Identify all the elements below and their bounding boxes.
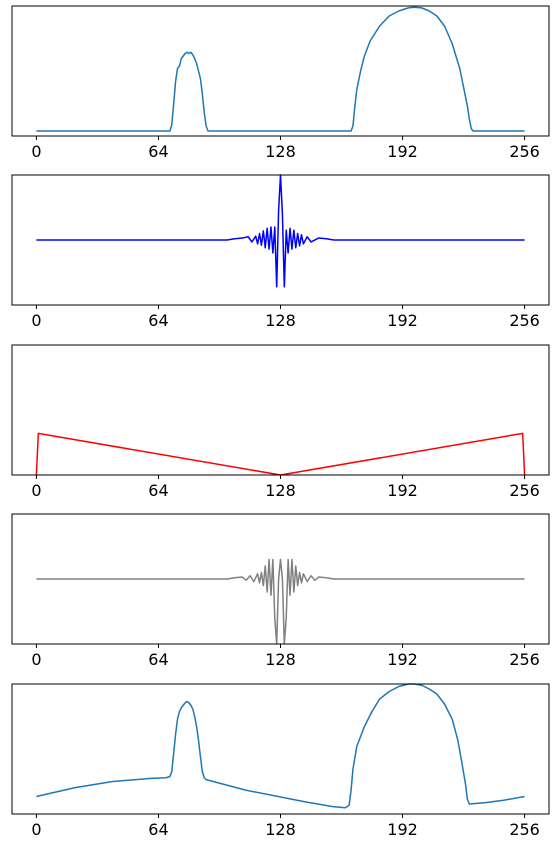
subplot-5: 0 64 128 192 256 bbox=[11, 683, 550, 839]
subplot-5-x-tick-label: 128 bbox=[265, 820, 296, 839]
subplot-4-x-tick-label: 0 bbox=[31, 650, 41, 669]
subplot-5-x-tick-label: 192 bbox=[387, 820, 418, 839]
subplot-5-axes-frame bbox=[11, 683, 550, 815]
subplot-3-x-tick-label: 128 bbox=[265, 481, 296, 500]
subplot-2-x-tick-label: 192 bbox=[387, 311, 418, 330]
subplot-4-x-tick-label: 128 bbox=[265, 650, 296, 669]
subplot-1-series-line-1 bbox=[36, 6, 525, 132]
subplot-5-x-tick-label: 256 bbox=[509, 820, 540, 839]
subplot-1-x-tick-label: 128 bbox=[265, 142, 296, 161]
subplot-4: 0 64 128 192 256 bbox=[11, 513, 550, 669]
subplot-4-x-tick-label: 256 bbox=[509, 650, 540, 669]
subplot-5-x-tick-label: 64 bbox=[148, 820, 168, 839]
subplot-2-series-line-1 bbox=[36, 174, 525, 288]
subplot-5-series-line-1 bbox=[36, 683, 525, 809]
subplot-2: 0 64 128 192 256 bbox=[11, 174, 550, 330]
subplot-3-series-line-1 bbox=[35, 432, 526, 476]
subplot-4-x-tick-label: 64 bbox=[148, 650, 168, 669]
subplot-1: 0 64 128 192 256 bbox=[11, 5, 550, 161]
subplot-2-x-tick-label: 128 bbox=[265, 311, 296, 330]
subplot-3-axes-frame bbox=[11, 344, 550, 476]
subplot-1-x-tick-label: 0 bbox=[31, 142, 41, 161]
subplot-4-series-line-1 bbox=[36, 558, 525, 645]
subplot-3-x-tick-label: 256 bbox=[509, 481, 540, 500]
subplot-3-x-tick-label: 0 bbox=[31, 481, 41, 500]
subplot-3-x-tick-label: 64 bbox=[148, 481, 168, 500]
subplot-3-x-tick-label: 192 bbox=[387, 481, 418, 500]
subplot-2-x-tick-label: 256 bbox=[509, 311, 540, 330]
subplot-1-x-tick-label: 256 bbox=[509, 142, 540, 161]
subplot-3: 0 64 128 192 256 bbox=[11, 344, 550, 500]
subplot-1-x-tick-label: 64 bbox=[148, 142, 168, 161]
subplot-5-x-tick-label: 0 bbox=[31, 820, 41, 839]
subplot-2-x-tick-label: 0 bbox=[31, 311, 41, 330]
subplot-4-x-tick-label: 192 bbox=[387, 650, 418, 669]
subplot-2-x-tick-label: 64 bbox=[148, 311, 168, 330]
subplot-1-x-tick-label: 192 bbox=[387, 142, 418, 161]
